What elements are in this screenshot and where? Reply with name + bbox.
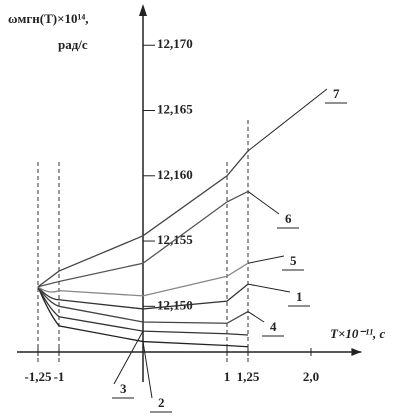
x-axis-arrow — [351, 348, 362, 356]
leader-line — [247, 311, 265, 323]
x-tick-label: 1,25 — [237, 369, 260, 384]
series-line — [37, 283, 249, 310]
series-line — [37, 190, 249, 288]
y-axis-unit: рад/с — [58, 37, 88, 52]
y-tick-label: 12,165 — [157, 101, 193, 116]
series-line — [37, 286, 249, 324]
y-tick-label: 12,160 — [157, 167, 193, 182]
leader-line — [113, 330, 144, 385]
x-tick-label: 1 — [224, 369, 231, 384]
y-axis-arrow — [139, 4, 147, 16]
leader-line — [247, 88, 328, 152]
series-label: 4 — [270, 319, 277, 334]
leader-line — [247, 191, 280, 215]
x-tick-label: -1 — [54, 369, 65, 384]
series-label: 6 — [285, 211, 292, 226]
y-tick-label: 12,150 — [157, 297, 193, 312]
leader-line — [247, 283, 291, 293]
series-line — [37, 150, 249, 288]
leader-line — [247, 255, 285, 264]
series-label: 7 — [333, 86, 340, 101]
series-label: 2 — [158, 395, 165, 410]
series-line — [37, 262, 249, 297]
x-tick-label: -1,25 — [24, 369, 52, 384]
x-axis-label: T×10⁻¹¹, c — [330, 326, 386, 341]
x-tick-label: 2,0 — [303, 369, 319, 384]
y-tick-label: 12,170 — [157, 36, 193, 51]
y-axis-label: ωмгн(T)×10¹⁴, — [8, 11, 89, 26]
series-label: 5 — [290, 253, 297, 268]
leader-line — [142, 341, 153, 399]
series-label: 3 — [120, 381, 127, 396]
series-line — [37, 286, 249, 348]
series-label: 1 — [296, 289, 303, 304]
